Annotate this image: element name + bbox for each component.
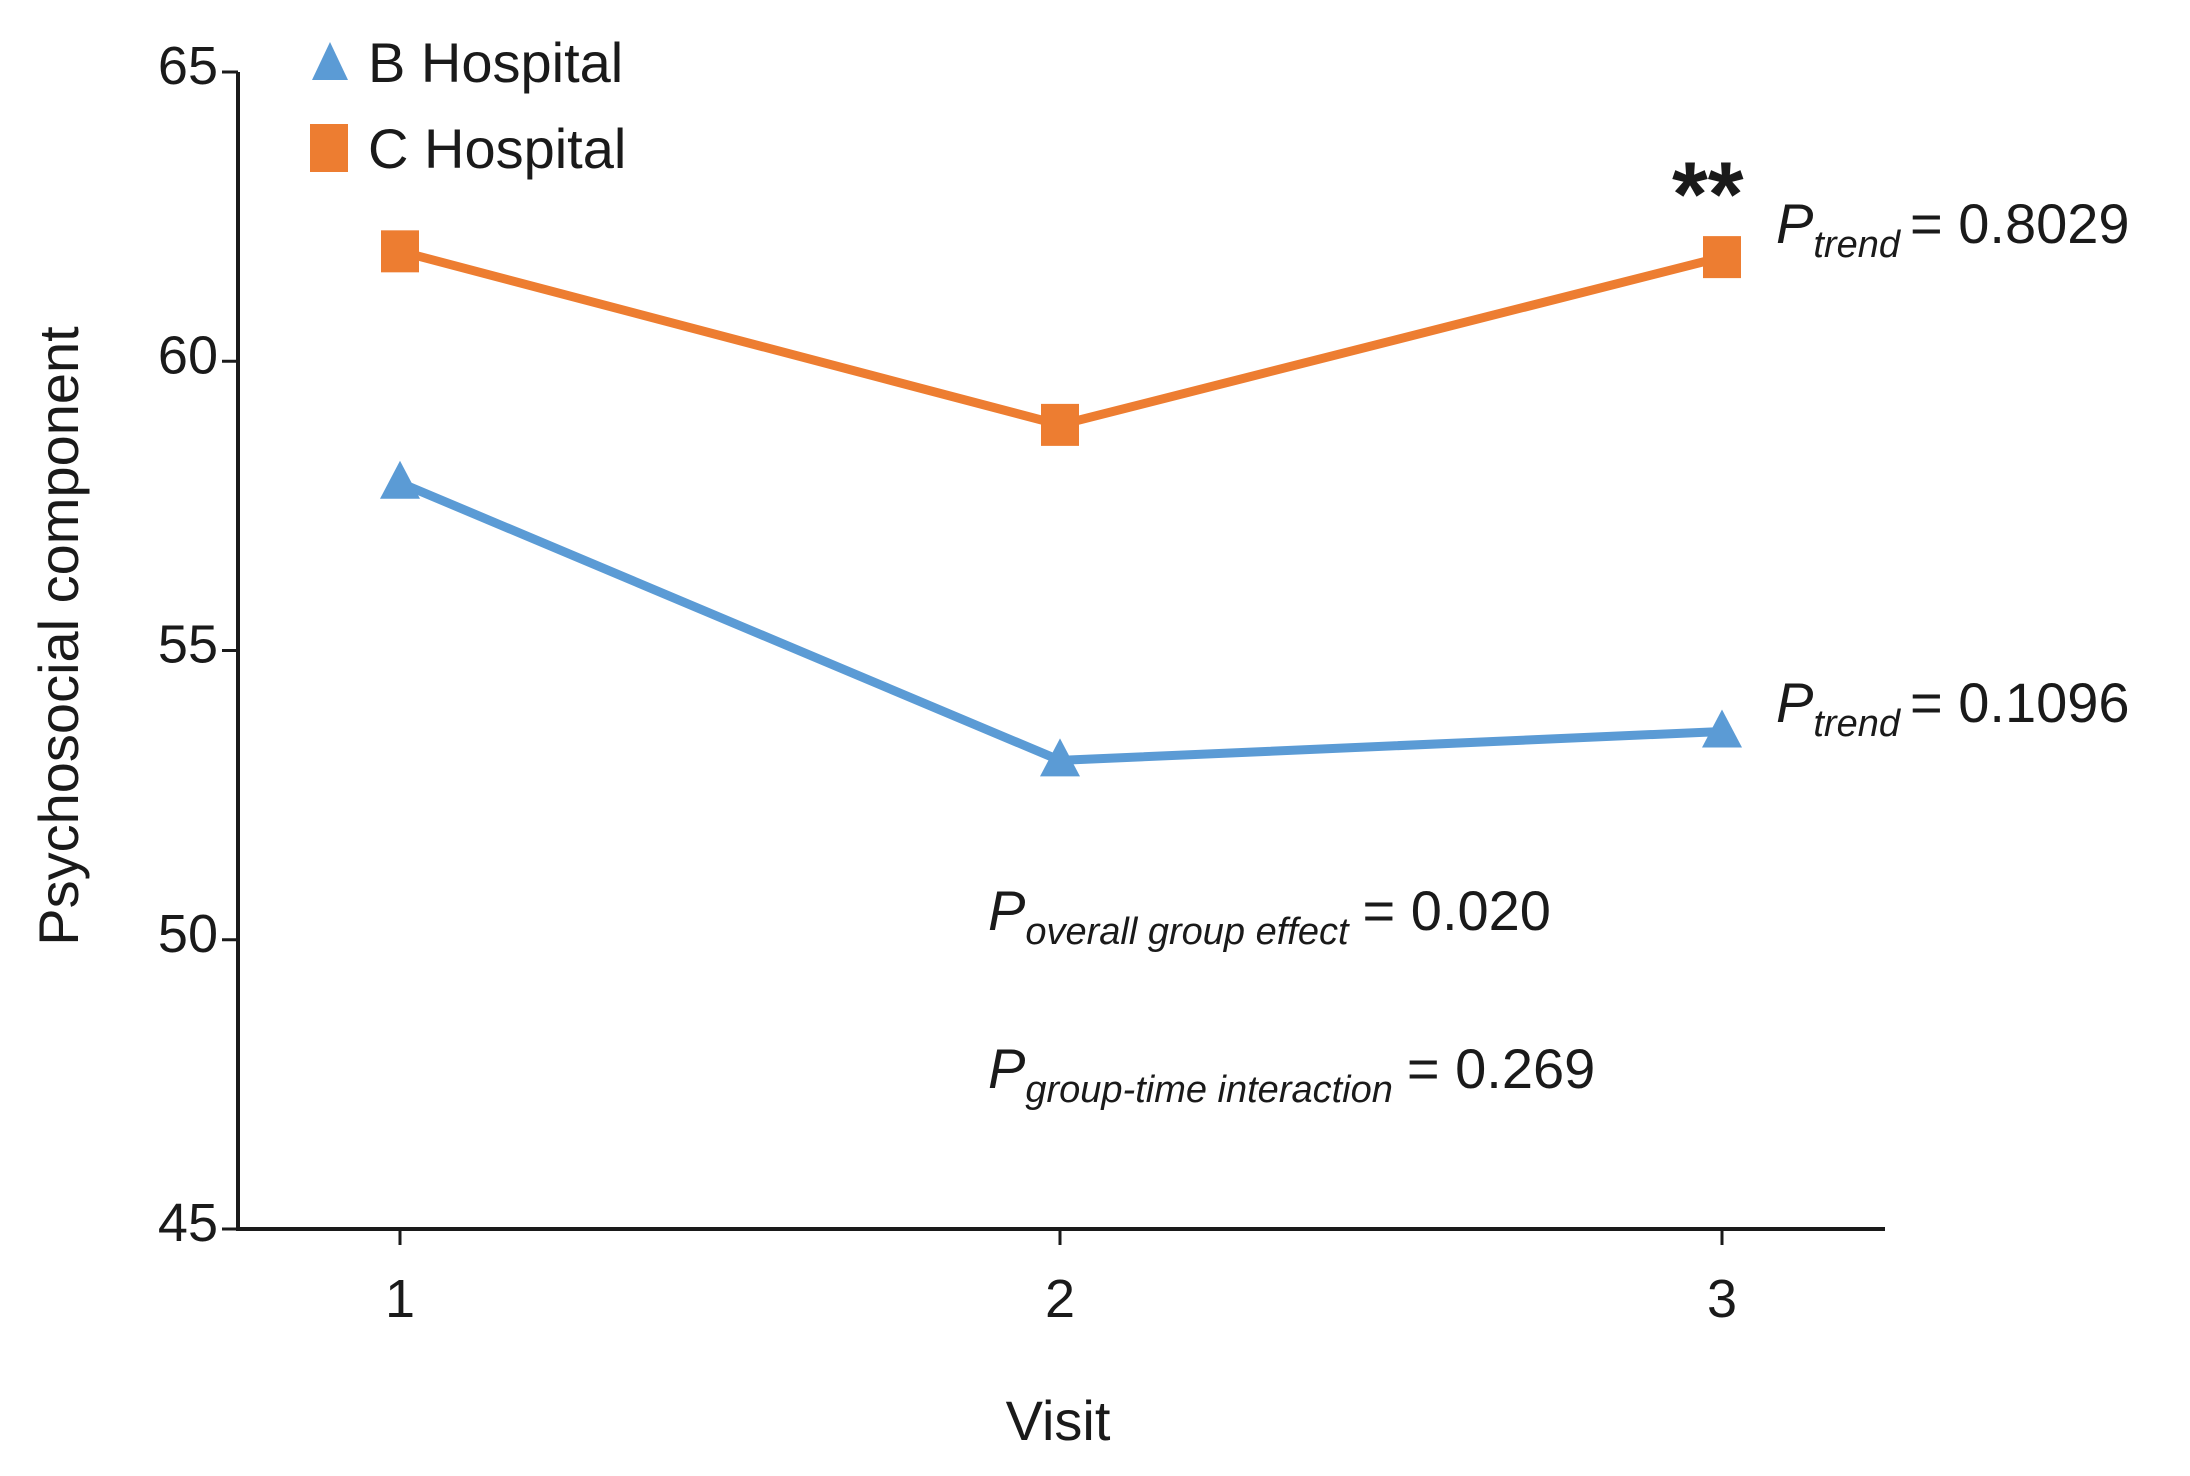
data-point-c-hospital-visit-2 <box>1041 403 1079 446</box>
series-line-b-hospital <box>398 478 1723 765</box>
interaction-sub: group-time interaction <box>1025 1069 1393 1111</box>
x-axis-title: Visit <box>1006 1389 1111 1452</box>
y-tick-label-55: 55 <box>158 615 218 675</box>
legend-label-b-hospital: B Hospital <box>368 31 623 94</box>
x-tick-label-3: 3 <box>1707 1269 1737 1329</box>
x-tick-label-2: 2 <box>1045 1269 1075 1329</box>
legend: B Hospital C Hospital <box>310 31 626 180</box>
data-point-c-hospital-visit-3 <box>1703 236 1741 279</box>
c-trend-sub: trend <box>1813 224 1901 266</box>
y-tick-label-60: 60 <box>158 325 218 385</box>
data-point-b-hospital-visit-1 <box>380 460 420 499</box>
significance-stars: ** <box>1672 144 1744 246</box>
c-trend-p: P <box>1776 192 1813 255</box>
x-tick-label-1: 1 <box>385 1269 415 1329</box>
y-tick-label-65: 65 <box>158 36 218 96</box>
series-line-c-hospital <box>398 246 1724 430</box>
b-hospital-p-trend: Ptrend = 0.1096 <box>1776 671 2130 745</box>
c-hospital-p-trend: Ptrend = 0.8029 <box>1776 192 2130 266</box>
legend-label-c-hospital: C Hospital <box>368 117 626 180</box>
c-trend-value: = 0.8029 <box>1910 192 2130 255</box>
interaction-value: = 0.269 <box>1407 1037 1595 1100</box>
p-group-time-interaction: Pgroup-time interaction = 0.269 <box>988 1037 1595 1111</box>
legend-marker-b-hospital <box>312 42 348 80</box>
y-tick-label-50: 50 <box>158 904 218 964</box>
legend-marker-c-hospital <box>310 124 348 172</box>
b-trend-p: P <box>1776 671 1813 734</box>
b-trend-value: = 0.1096 <box>1910 671 2130 734</box>
p-overall-group-effect: Poverall group effect = 0.020 <box>988 879 1551 953</box>
overall-p: P <box>988 879 1025 942</box>
overall-sub: overall group effect <box>1025 911 1350 953</box>
data-point-c-hospital-visit-1 <box>381 230 419 273</box>
data-point-b-hospital-visit-3 <box>1702 709 1742 748</box>
data-point-b-hospital-visit-2 <box>1040 738 1080 777</box>
y-tick-label-45: 45 <box>158 1193 218 1253</box>
y-axis-title: Psychosocial component <box>27 326 90 946</box>
b-trend-sub: trend <box>1813 703 1901 745</box>
overall-value: = 0.020 <box>1363 879 1551 942</box>
interaction-p: P <box>988 1037 1025 1100</box>
